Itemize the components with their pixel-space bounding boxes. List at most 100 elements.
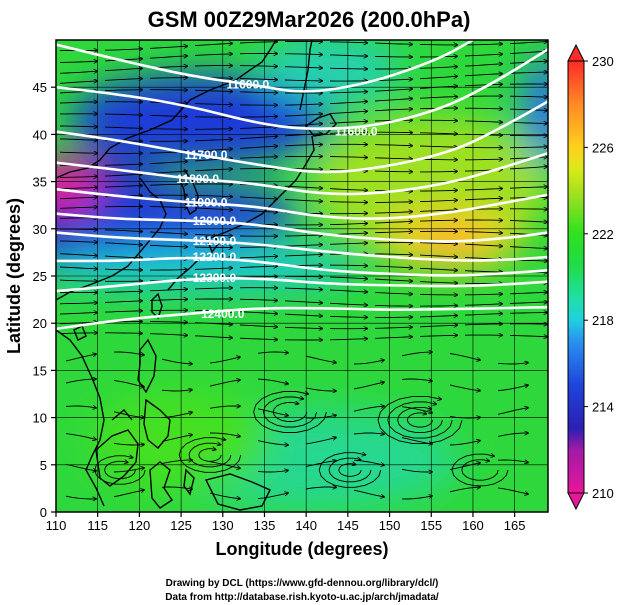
wind-streamline [149, 56, 187, 59]
wind-streamline [209, 357, 240, 364]
wind-streamline [113, 411, 144, 418]
wind-streamline [59, 126, 97, 127]
wind-streamline [419, 267, 457, 270]
x-tick-label: 115 [87, 518, 108, 533]
wind-swirl [178, 438, 242, 473]
wind-streamline [465, 44, 502, 45]
wind-streamline [209, 380, 240, 387]
wind-streamline [239, 277, 277, 278]
coastline-sakhalin [299, 40, 313, 111]
x-tick-label: 155 [420, 518, 442, 533]
wind-streamline [194, 54, 232, 56]
wind-streamline [209, 432, 240, 436]
map-title: GSM 00Z29Mar2026 (200.0hPa) [148, 7, 471, 32]
wind-swirl [253, 391, 327, 433]
wind-streamline [284, 145, 322, 146]
wind-streamline [59, 152, 97, 153]
height-contour-label: 12300.0 [193, 271, 237, 285]
wind-streamline [464, 271, 502, 272]
wind-streamline [401, 352, 432, 357]
wind-streamline [464, 314, 502, 316]
wind-streamline [449, 441, 480, 446]
wind-streamline [149, 334, 187, 336]
height-contour-label: 11600.0 [226, 77, 269, 91]
wind-streamline [284, 104, 322, 105]
wind-streamlines [59, 42, 547, 500]
wind-streamline [374, 43, 412, 44]
x-tick-label: 125 [170, 518, 192, 533]
y-tick-label: 0 [40, 505, 47, 520]
wind-streamline [419, 325, 457, 327]
wind-streamline [329, 68, 367, 69]
wind-streamline [329, 289, 367, 292]
wind-streamline [104, 291, 142, 292]
coastline-halmahera [183, 468, 195, 496]
wind-streamline [194, 335, 232, 338]
wind-streamline [104, 114, 142, 115]
coastline-luzon [137, 338, 157, 394]
colorbar-tick-label: 214 [592, 400, 614, 415]
wind-streamline [464, 74, 502, 77]
wind-streamline [194, 43, 232, 47]
coastline-taiwan [151, 292, 163, 320]
wind-streamline [305, 438, 336, 445]
wind-streamline [194, 90, 232, 91]
wind-streamline [284, 124, 322, 127]
wind-streamline [65, 495, 96, 499]
colorbar-body [567, 60, 585, 494]
height-contour-label: 12200.0 [193, 250, 237, 264]
wind-streamline [464, 244, 502, 246]
wind-streamline [509, 122, 547, 123]
height-contour-line [56, 187, 548, 220]
wind-streamline [284, 327, 322, 328]
wind-streamline [161, 358, 192, 364]
height-contour-label: 12100.0 [193, 234, 237, 248]
wind-streamline [161, 390, 192, 391]
coastline-hokkaido [304, 113, 337, 137]
wind-streamline [509, 247, 547, 249]
wind-streamline [239, 79, 277, 80]
x-tick-label: 160 [462, 518, 484, 533]
wind-streamline [374, 145, 412, 146]
wind-streamline [65, 354, 96, 362]
wind-streamline [59, 81, 97, 84]
x-tick-label: 110 [46, 518, 67, 533]
wind-streamline [509, 109, 547, 110]
height-contours: 11600.0 11600.0 11700.0 11800.0 11900.0 12000… [56, 40, 548, 331]
wind-streamline [59, 253, 97, 256]
wind-streamline [465, 294, 502, 295]
wind-streamline [374, 109, 412, 111]
wind-streamline [497, 460, 528, 462]
wind-swirl [461, 460, 499, 481]
wind-streamline [329, 42, 367, 43]
wind-streamline [305, 487, 336, 489]
wind-streamline [59, 333, 97, 334]
height-contour-label: 12000.0 [193, 214, 237, 228]
wind-streamline [284, 200, 322, 202]
wind-streamline [239, 312, 277, 314]
wind-streamline [353, 360, 384, 365]
wind-streamline [329, 102, 367, 105]
wind-streamline [401, 379, 432, 381]
wind-streamline [209, 406, 240, 409]
wind-streamline [284, 314, 322, 316]
wind-streamline [239, 146, 277, 149]
x-axis-ticks: 110 115 120 125 130 135 140 145 150 155 160 165 [46, 512, 525, 533]
wind-streamline [194, 169, 232, 171]
wind-streamline [239, 42, 277, 43]
wind-streamline [464, 121, 502, 122]
wind-streamline [374, 254, 412, 255]
wind-streamline [401, 468, 432, 472]
wind-streamline [113, 379, 144, 387]
wind-streamline [284, 114, 322, 116]
wind-streamline [59, 176, 97, 177]
wind-streamline [419, 316, 457, 317]
wind-streamline [284, 245, 322, 247]
wind-streamline [59, 229, 97, 230]
wind-streamline [113, 443, 144, 445]
wind-streamline [257, 378, 288, 384]
y-tick-label: 10 [33, 411, 47, 426]
wind-streamline [329, 111, 367, 115]
wind-streamline [149, 115, 187, 116]
plot-area: 11600.0 11600.0 11700.0 11800.0 11900.0 12000… [56, 40, 548, 512]
